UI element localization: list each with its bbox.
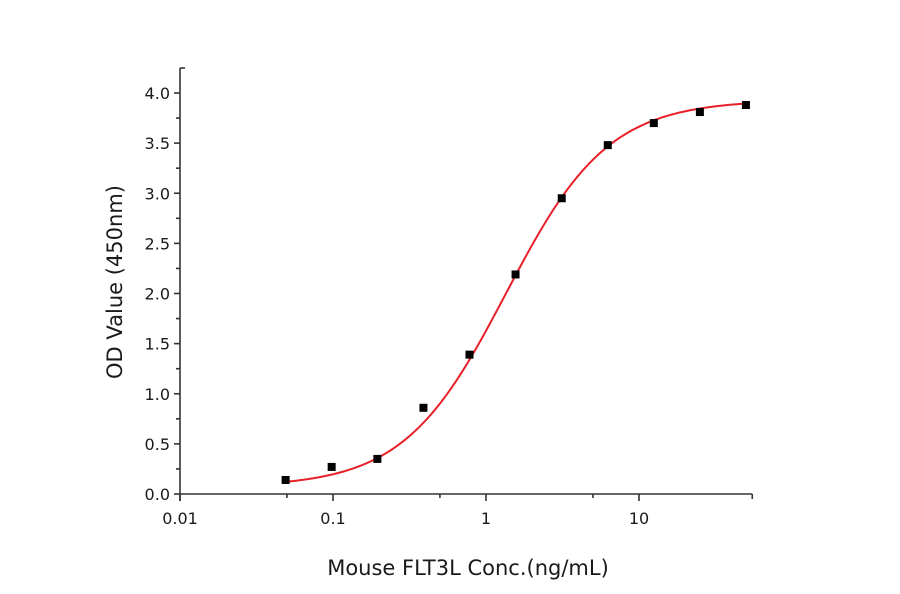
data-point-marker bbox=[465, 350, 474, 359]
data-points bbox=[281, 101, 750, 484]
y-tick-label: 4.0 bbox=[145, 84, 170, 103]
data-point-marker bbox=[741, 101, 750, 110]
data-point-marker bbox=[603, 141, 612, 150]
x-tick-label: 0.1 bbox=[320, 509, 345, 528]
x-tick-label: 10 bbox=[629, 509, 649, 528]
data-point-marker bbox=[557, 194, 566, 203]
x-tick-label: 1 bbox=[481, 509, 491, 528]
y-tick-label: 1.5 bbox=[145, 335, 170, 354]
y-tick-label: 1.0 bbox=[145, 385, 170, 404]
data-point-marker bbox=[419, 403, 428, 412]
y-tick-label: 2.5 bbox=[145, 234, 170, 253]
y-axis-title: OD Value (450nm) bbox=[103, 185, 127, 379]
axes: 0.0 0.5 1.0 1.5 2.0 2.5 3.0 3.5 4.0 0.01 0.1 1 10 bbox=[145, 67, 754, 528]
data-point-marker bbox=[695, 108, 704, 117]
y-tick-label: 3.5 bbox=[145, 134, 170, 153]
x-tick-label: 0.01 bbox=[162, 509, 198, 528]
x-axis-title: Mouse FLT3L Conc.(ng/mL) bbox=[327, 556, 609, 580]
data-point-marker bbox=[511, 270, 520, 279]
y-tick-label: 3.0 bbox=[145, 184, 170, 203]
data-point-marker bbox=[327, 462, 336, 471]
fit-curve bbox=[285, 102, 747, 483]
data-point-marker bbox=[281, 475, 290, 484]
data-point-marker bbox=[649, 119, 658, 128]
y-tick-label: 0.5 bbox=[145, 435, 170, 454]
fit-curve-path bbox=[285, 102, 747, 483]
data-point-marker bbox=[373, 454, 382, 463]
y-tick-label: 0.0 bbox=[145, 485, 170, 504]
y-tick-label: 2.0 bbox=[145, 285, 170, 304]
